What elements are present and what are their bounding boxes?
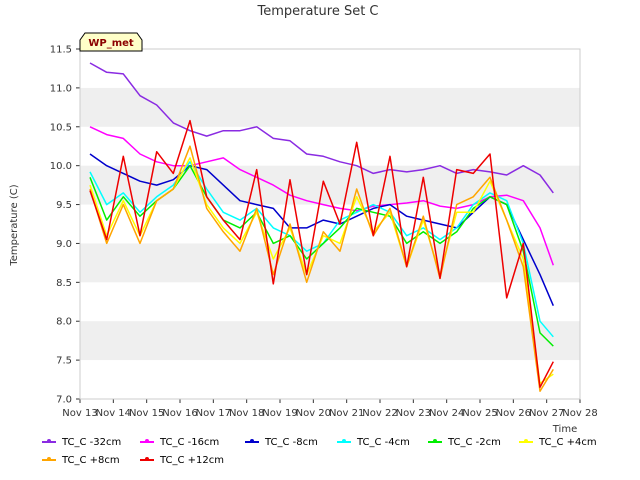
legend-label: TC_C +8cm [62,455,120,466]
x-tick-label: Nov 27 [529,408,564,419]
x-tick-label: Nov 17 [196,408,231,419]
y-tick-label: 8.0 [56,317,72,328]
y-tick-label: 9.0 [56,239,72,250]
legend-label: TC_C -4cm [357,437,410,448]
x-tick-label: Nov 22 [362,408,397,419]
legend-label: TC_C -32cm [62,437,122,448]
x-tick-label: Nov 20 [296,408,331,419]
y-tick-label: 7.5 [56,356,72,367]
y-tick-label: 10.5 [50,122,72,133]
series-line [89,119,554,389]
legend-swatch [337,441,351,443]
legend-swatch [140,441,154,443]
annotation-box: WP_met [79,32,143,52]
x-tick-label: Nov 21 [329,408,364,419]
legend-label: TC_C -16cm [160,437,220,448]
series-line [89,62,554,194]
series-line [89,145,554,392]
annotation-label: WP_met [88,38,134,49]
legend-item: TC_C -32cm [42,437,121,448]
x-tick-label: Nov 13 [62,408,97,419]
x-tick-label: Nov 19 [262,408,297,419]
grid-band [80,321,580,361]
legend-swatch [42,441,56,443]
x-tick-label: Nov 18 [229,408,264,419]
legend-item: TC_C -8cm [245,437,318,448]
y-tick-label: 10.0 [50,161,72,172]
legend-swatch [428,441,442,443]
legend-swatch [42,459,56,461]
x-tick-label: Nov 24 [429,408,464,419]
x-tick-label: Nov 28 [562,408,597,419]
x-tick-label: Nov 26 [496,408,531,419]
x-tick-label: Nov 23 [396,408,431,419]
y-tick-label: 9.5 [56,200,72,211]
y-tick-label: 11.0 [50,83,72,94]
x-tick-label: Nov 14 [96,408,131,419]
legend-label: TC_C -2cm [448,437,501,448]
legend-item: TC_C +12cm [140,455,224,466]
x-axis-label: Time [552,424,577,435]
legend-item: TC_C -16cm [140,437,219,448]
y-tick-label: 11.5 [50,45,72,56]
legend-item: TC_C +4cm [519,437,597,448]
y-tick-label: 7.0 [56,395,72,406]
grid-band [80,87,580,127]
legend-item: TC_C -2cm [428,437,501,448]
legend-item: TC_C +8cm [42,455,120,466]
grid-band [80,243,580,283]
legend-label: TC_C +4cm [539,437,597,448]
y-axis-label: Temperature (C) [9,184,20,266]
x-tick-label: Nov 25 [462,408,497,419]
legend-label: TC_C -8cm [265,437,318,448]
legend-label: TC_C +12cm [160,455,225,466]
chart-title: Temperature Set C [256,4,378,19]
legend-swatch [140,459,154,461]
plot-frame [79,48,581,400]
x-tick-label: Nov 16 [162,408,197,419]
legend-item: TC_C -4cm [337,437,410,448]
series-line [89,153,554,306]
y-tick-label: 8.5 [56,278,72,289]
legend-swatch [519,441,533,443]
legend-swatch [245,441,259,443]
x-tick-label: Nov 15 [129,408,164,419]
